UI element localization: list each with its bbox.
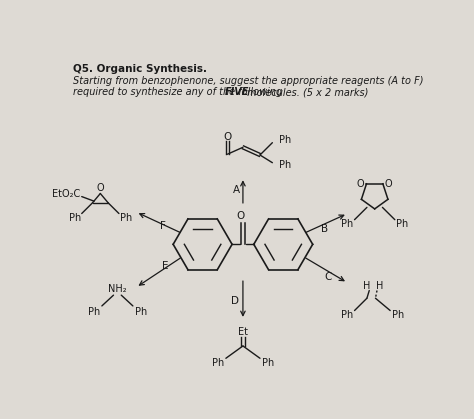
Text: Et: Et	[238, 327, 248, 337]
Text: Ph: Ph	[120, 213, 132, 223]
Text: H: H	[375, 281, 383, 291]
Text: Ph: Ph	[279, 160, 292, 170]
Text: Ph: Ph	[279, 134, 292, 145]
Text: Ph: Ph	[135, 307, 147, 317]
Text: Q5. Organic Synthesis.: Q5. Organic Synthesis.	[73, 64, 207, 74]
Text: O: O	[97, 183, 104, 193]
Text: NH₂: NH₂	[108, 284, 127, 294]
Text: FIVE: FIVE	[225, 87, 249, 97]
Text: required to synthesize any of the following: required to synthesize any of the follow…	[73, 87, 285, 97]
Text: A: A	[233, 186, 240, 195]
Text: O: O	[385, 179, 392, 189]
Text: D: D	[231, 295, 239, 305]
Text: F: F	[160, 221, 166, 231]
Text: H: H	[363, 281, 371, 291]
Text: Ph: Ph	[262, 358, 274, 368]
Text: O: O	[237, 211, 245, 221]
Text: Ph: Ph	[341, 310, 353, 320]
Text: O: O	[223, 132, 232, 142]
Text: C: C	[325, 272, 332, 282]
Text: molecules. (5 x 2 marks): molecules. (5 x 2 marks)	[244, 87, 368, 97]
Text: B: B	[321, 224, 328, 234]
Text: Starting from benzophenone, suggest the appropriate reagents (A to F): Starting from benzophenone, suggest the …	[73, 76, 424, 86]
Text: Ph: Ph	[392, 310, 404, 320]
Text: O: O	[357, 179, 365, 189]
Text: Ph: Ph	[341, 219, 354, 229]
Text: Ph: Ph	[88, 307, 100, 317]
Text: Ph: Ph	[69, 213, 81, 223]
Text: EtO₂C: EtO₂C	[52, 189, 80, 199]
Text: Ph: Ph	[212, 358, 224, 368]
Text: E: E	[162, 261, 169, 271]
Text: Ph: Ph	[396, 219, 409, 229]
